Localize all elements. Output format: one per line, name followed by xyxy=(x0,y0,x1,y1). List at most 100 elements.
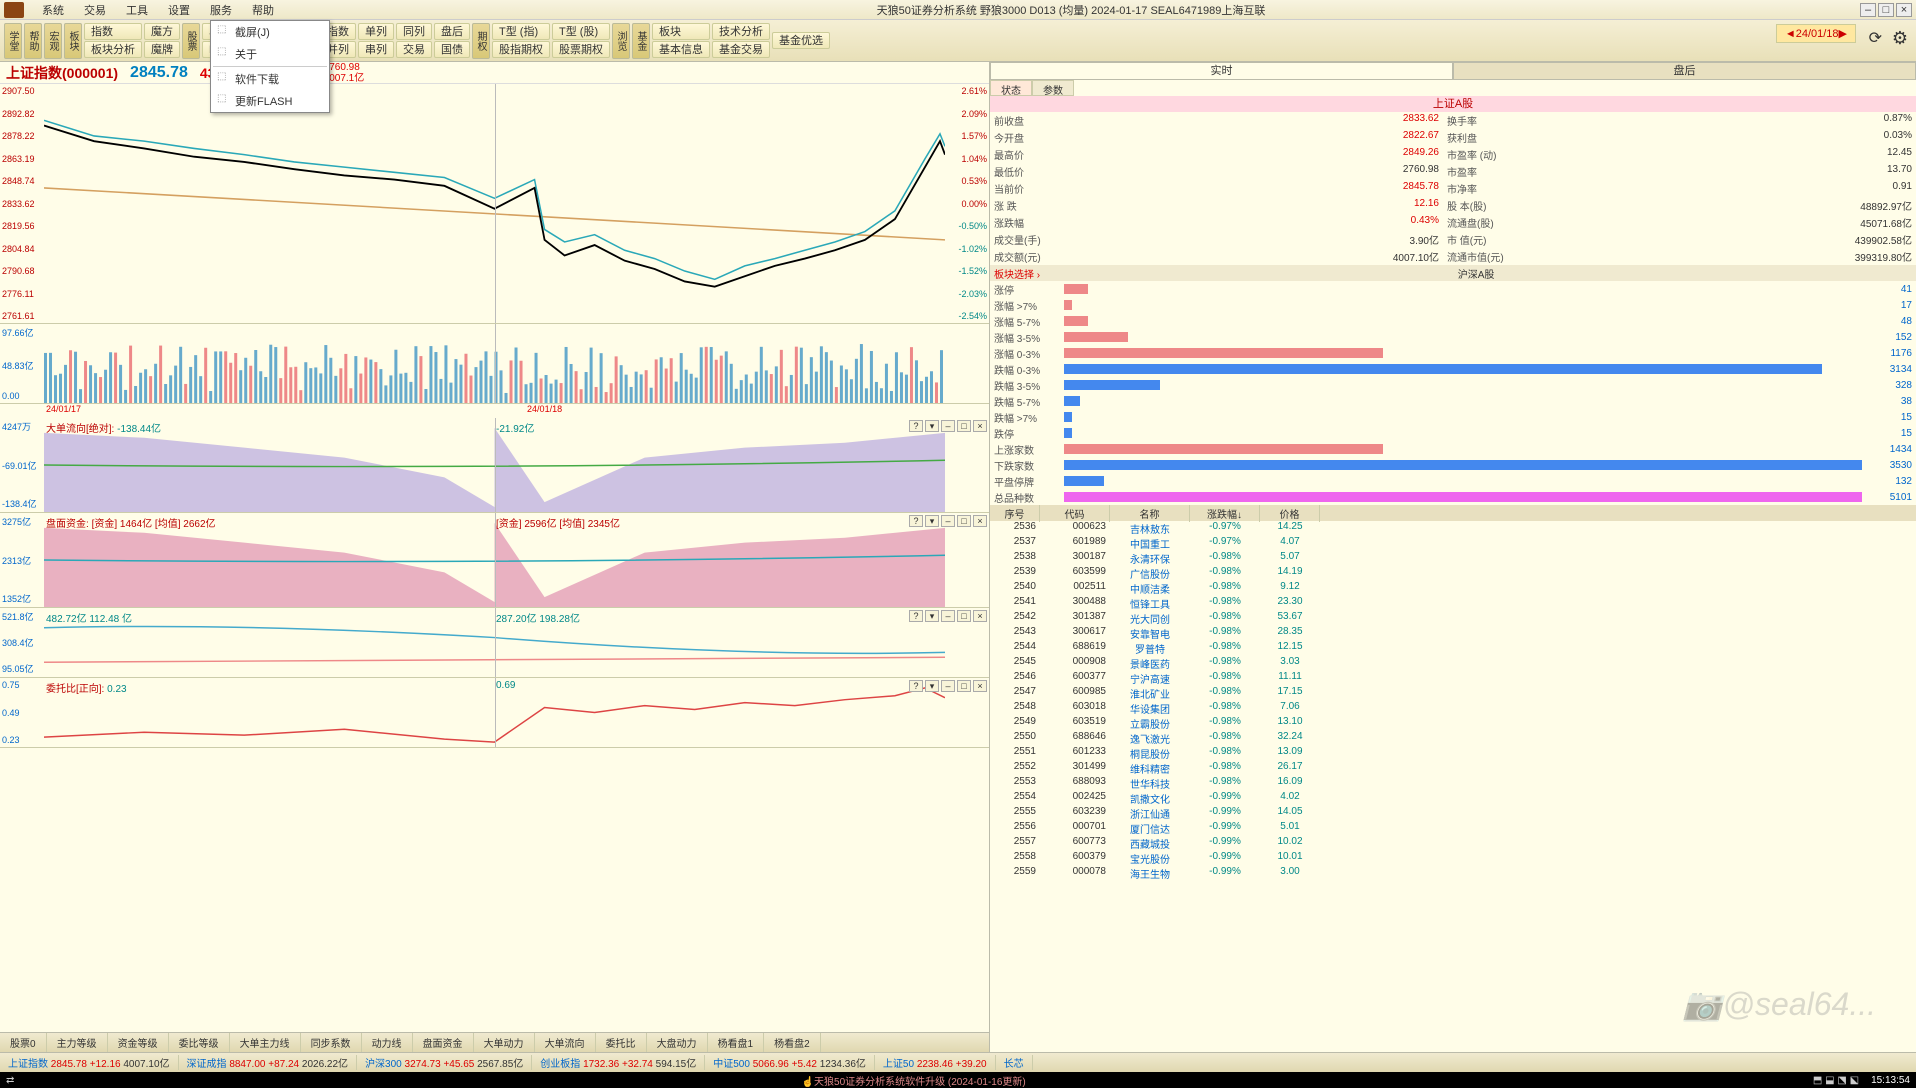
tbtn-stk-opt[interactable]: 股票期权 xyxy=(552,41,610,58)
ticker-seg[interactable]: 上证50 2238.46 +39.20 xyxy=(875,1055,996,1070)
table-row[interactable]: 2559000078海王生物-0.99%3.00 xyxy=(990,866,1916,881)
tbtn-fundtrade[interactable]: 基金交易 xyxy=(712,41,770,58)
help-icon[interactable]: ? xyxy=(909,420,923,432)
tbtn-idx-opt[interactable]: 股指期权 xyxy=(492,41,550,58)
table-row[interactable]: 2556000701厦门信达-0.99%5.01 xyxy=(990,821,1916,836)
table-row[interactable]: 2542301387光大同创-0.98%53.67 xyxy=(990,611,1916,626)
ticker-seg[interactable]: 中证500 5066.96 +5.42 1234.36亿 xyxy=(705,1055,875,1070)
ticker-seg[interactable]: 沪深300 3274.73 +45.65 2567.85亿 xyxy=(357,1055,532,1070)
tbtn-basic[interactable]: 基本信息 xyxy=(652,41,710,58)
table-row[interactable]: 2540002511中顺洁柔-0.98%9.12 xyxy=(990,581,1916,596)
table-row[interactable]: 2537601989中国重工-0.97%4.07 xyxy=(990,536,1916,551)
indicator-tab-1[interactable]: 主力等级 xyxy=(47,1033,108,1052)
max-icon[interactable]: □ xyxy=(957,420,971,432)
tbtn-same[interactable]: 同列 xyxy=(396,23,432,40)
max-icon[interactable]: □ xyxy=(957,680,971,692)
table-row[interactable]: 2558600379宝光股份-0.99%10.01 xyxy=(990,851,1916,866)
indicator-tab-6[interactable]: 动力线 xyxy=(362,1033,413,1052)
close-icon[interactable]: × xyxy=(973,420,987,432)
side-macro[interactable]: 宏观 xyxy=(44,23,62,59)
table-row[interactable]: 2546600377宁沪高速-0.98%11.11 xyxy=(990,671,1916,686)
subtab-status[interactable]: 状态 xyxy=(990,80,1032,96)
indicator-tab-10[interactable]: 委托比 xyxy=(596,1033,647,1052)
sub-chart-3[interactable]: 0.750.490.23委托比[正向]: 0.230.69?▾–□× xyxy=(0,678,989,748)
tbtn-t-idx[interactable]: T型 (指) xyxy=(492,23,550,40)
table-row[interactable]: 2557600773西藏城投-0.99%10.02 xyxy=(990,836,1916,851)
indicator-tab-9[interactable]: 大单流向 xyxy=(535,1033,596,1052)
max-icon[interactable]: □ xyxy=(957,610,971,622)
side-stock[interactable]: 股票 xyxy=(182,23,200,59)
footer-layout-icons[interactable]: ⬒ ⬓ ⬔ ⬕ xyxy=(1813,1075,1859,1086)
table-row[interactable]: 2541300488恒锋工具-0.98%23.30 xyxy=(990,596,1916,611)
side-sector[interactable]: 板块 xyxy=(64,23,82,59)
menu-trade[interactable]: 交易 xyxy=(74,0,116,20)
menu-service[interactable]: 服务 xyxy=(200,0,242,20)
close-icon[interactable]: × xyxy=(973,610,987,622)
max-icon[interactable]: □ xyxy=(957,515,971,527)
side-browse[interactable]: 浏览 xyxy=(612,23,630,59)
indicator-tab-4[interactable]: 大单主力线 xyxy=(230,1033,301,1052)
table-row[interactable]: 2539603599广信股份-0.98%14.19 xyxy=(990,566,1916,581)
table-row[interactable]: 2545000908景峰医药-0.98%3.03 xyxy=(990,656,1916,671)
ticker-seg[interactable]: 上证指数 2845.78 +12.16 4007.10亿 xyxy=(0,1055,179,1070)
tbtn-sector-ana[interactable]: 板块分析 xyxy=(84,41,142,58)
tbtn-fundsel[interactable]: 基金优选 xyxy=(772,32,830,49)
menu-system[interactable]: 系统 xyxy=(32,0,74,20)
indicator-tab-8[interactable]: 大单动力 xyxy=(474,1033,535,1052)
indicator-tab-2[interactable]: 资金等级 xyxy=(108,1033,169,1052)
side-school[interactable]: 学堂 xyxy=(4,23,22,59)
menu-help[interactable]: 帮助 xyxy=(242,0,284,20)
table-row[interactable]: 2551601233桐昆股份-0.98%13.09 xyxy=(990,746,1916,761)
subtab-params[interactable]: 参数 xyxy=(1032,80,1074,96)
dropdown-screenshot[interactable]: 截屏(J) xyxy=(211,21,329,43)
dropdown-flash[interactable]: 更新FLASH xyxy=(211,90,329,112)
table-row[interactable]: 2548603018华设集团-0.98%7.06 xyxy=(990,701,1916,716)
ticker-seg[interactable]: 创业板指 1732.36 +32.74 594.15亿 xyxy=(532,1055,705,1070)
tab-realtime[interactable]: 实时 xyxy=(990,62,1453,80)
date-navigator[interactable]: ◄24/01/18▶ xyxy=(1776,24,1856,43)
tbtn-serial[interactable]: 串列 xyxy=(358,41,394,58)
sub-chart-1[interactable]: 3275亿2313亿1352亿盘面资金: [资金] 1464亿 [均值] 266… xyxy=(0,513,989,608)
dropdown-about[interactable]: 关于 xyxy=(211,43,329,65)
table-row[interactable]: 2555603239浙江仙通-0.99%14.05 xyxy=(990,806,1916,821)
table-row[interactable]: 2543300617安靠智电-0.98%28.35 xyxy=(990,626,1916,641)
help-icon[interactable]: ? xyxy=(909,680,923,692)
table-row[interactable]: 2538300187永清环保-0.98%5.07 xyxy=(990,551,1916,566)
close-icon[interactable]: × xyxy=(973,680,987,692)
help-icon[interactable]: ? xyxy=(909,610,923,622)
tbtn-trade[interactable]: 交易 xyxy=(396,41,432,58)
indicator-tab-11[interactable]: 大盘动力 xyxy=(647,1033,708,1052)
tbtn-sector2[interactable]: 板块 xyxy=(652,23,710,40)
menu-settings[interactable]: 设置 xyxy=(158,0,200,20)
indicator-tab-13[interactable]: 杨看盘2 xyxy=(764,1033,821,1052)
maximize-button[interactable]: □ xyxy=(1878,3,1894,17)
down-icon[interactable]: ▾ xyxy=(925,420,939,432)
min-icon[interactable]: – xyxy=(941,610,955,622)
table-row[interactable]: 2552301499维科精密-0.98%26.17 xyxy=(990,761,1916,776)
tbtn-magic[interactable]: 魔方 xyxy=(144,23,180,40)
refresh-icon[interactable]: ⟳ xyxy=(1869,28,1882,48)
menu-tools[interactable]: 工具 xyxy=(116,0,158,20)
gear-icon[interactable]: ⚙ xyxy=(1892,28,1908,49)
indicator-tab-7[interactable]: 盘面资金 xyxy=(413,1033,474,1052)
table-row[interactable]: 2547600985淮北矿业-0.98%17.15 xyxy=(990,686,1916,701)
table-row[interactable]: 2554002425凯撒文化-0.99%4.02 xyxy=(990,791,1916,806)
minimize-button[interactable]: – xyxy=(1860,3,1876,17)
close-button[interactable]: × xyxy=(1896,3,1912,17)
indicator-tab-12[interactable]: 杨看盘1 xyxy=(708,1033,765,1052)
side-fund[interactable]: 基金 xyxy=(632,23,650,59)
down-icon[interactable]: ▾ xyxy=(925,515,939,527)
close-icon[interactable]: × xyxy=(973,515,987,527)
volume-chart[interactable]: 97.66亿48.83亿0.00 xyxy=(0,324,989,404)
down-icon[interactable]: ▾ xyxy=(925,680,939,692)
nav-arrows-icon[interactable]: ⇄ xyxy=(6,1075,14,1086)
help-icon[interactable]: ? xyxy=(909,515,923,527)
tbtn-after[interactable]: 盘后 xyxy=(434,23,470,40)
down-icon[interactable]: ▾ xyxy=(925,610,939,622)
tbtn-single2[interactable]: 单列 xyxy=(358,23,394,40)
sector-selector[interactable]: 板块选择 › 沪深A股 xyxy=(990,265,1916,281)
tbtn-index[interactable]: 指数 xyxy=(84,23,142,40)
sub-chart-0[interactable]: 4247万-69.01亿-138.4亿大单流向[绝对]: -138.44亿-21… xyxy=(0,418,989,513)
ticker-seg[interactable]: 长芯 xyxy=(996,1055,1033,1070)
tbtn-tech[interactable]: 技术分析 xyxy=(712,23,770,40)
